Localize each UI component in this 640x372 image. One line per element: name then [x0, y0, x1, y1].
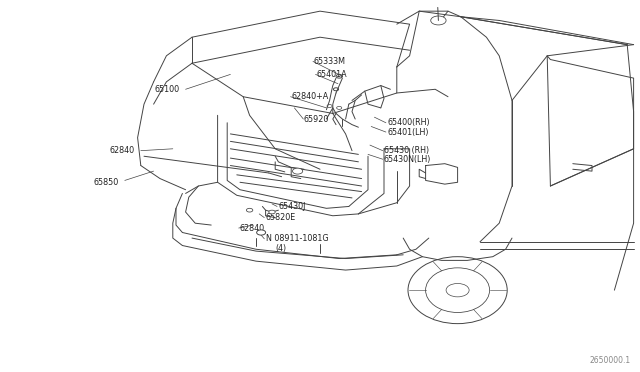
Text: 65400(RH): 65400(RH) [387, 118, 430, 127]
Text: (4): (4) [275, 244, 286, 253]
Circle shape [269, 210, 275, 214]
Text: 65430 (RH): 65430 (RH) [384, 146, 429, 155]
Text: 62840: 62840 [109, 146, 134, 155]
Text: 65430J: 65430J [278, 202, 306, 211]
Text: 62840: 62840 [240, 224, 265, 232]
Text: 65401(LH): 65401(LH) [387, 128, 429, 137]
Circle shape [246, 208, 253, 212]
Circle shape [292, 168, 303, 174]
Text: 65333M: 65333M [314, 57, 346, 66]
Text: 65820E: 65820E [266, 213, 296, 222]
Text: 65850: 65850 [93, 178, 118, 187]
Text: 65920: 65920 [304, 115, 330, 124]
Text: 62840+A: 62840+A [291, 92, 328, 101]
Text: 65401A: 65401A [317, 70, 348, 79]
Text: N 08911-1081G: N 08911-1081G [266, 234, 328, 243]
Text: 2650000.1: 2650000.1 [589, 356, 630, 365]
Text: 65430N(LH): 65430N(LH) [384, 155, 431, 164]
Circle shape [257, 230, 266, 235]
Text: 65100: 65100 [154, 85, 179, 94]
